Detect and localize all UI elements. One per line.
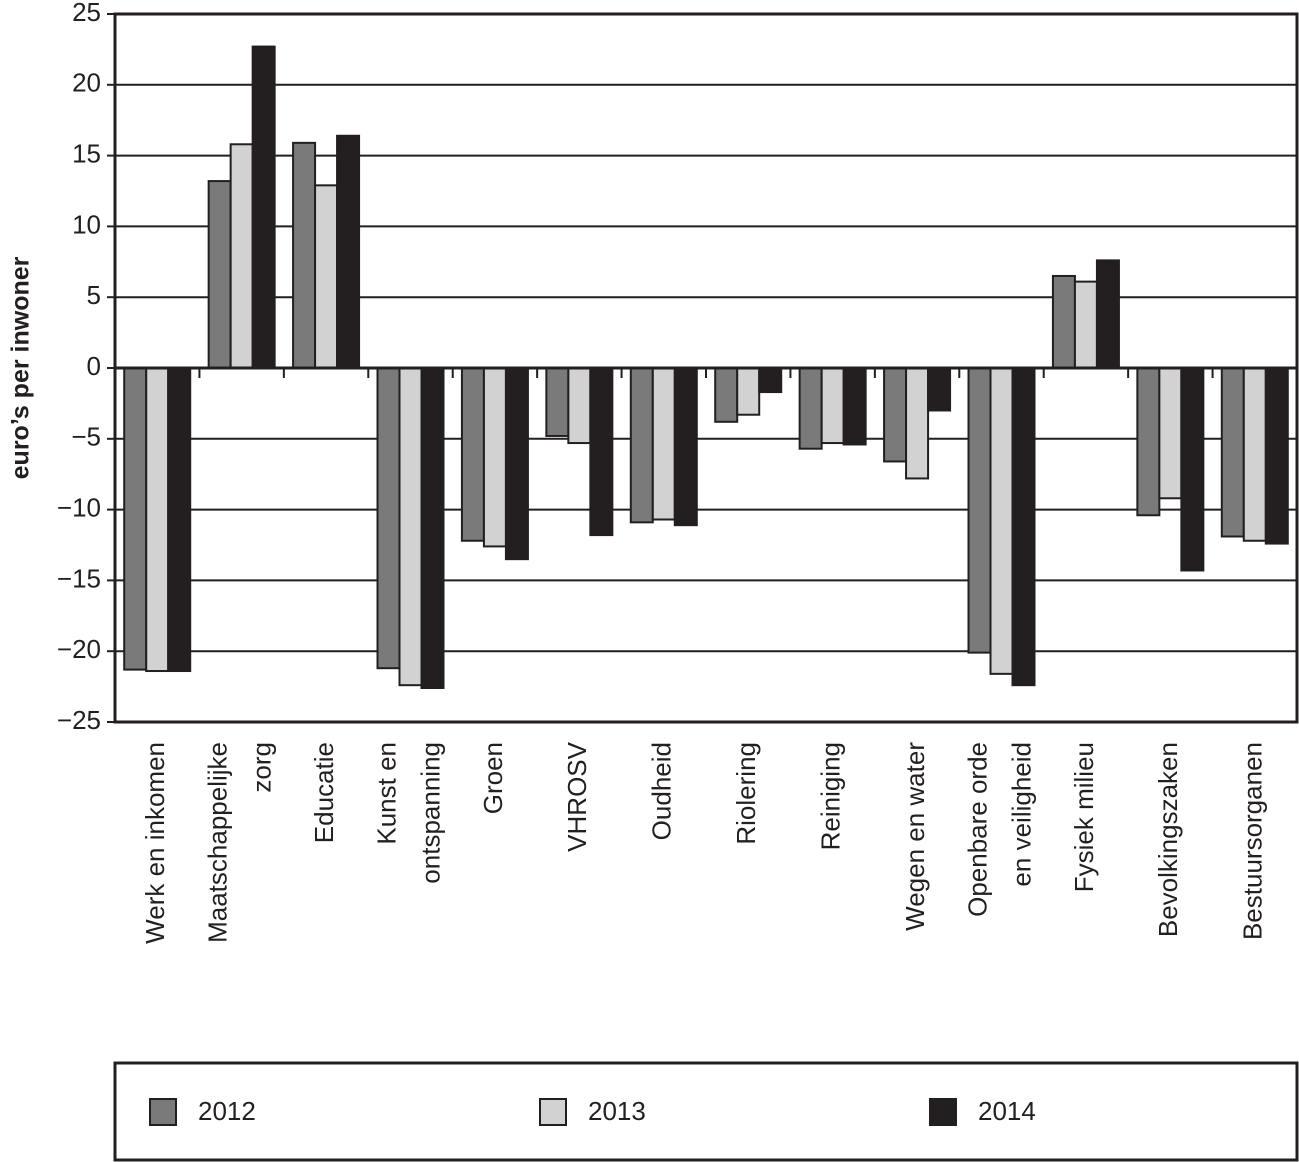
y-tick-label: −20: [57, 634, 101, 664]
bar: [229, 143, 254, 369]
y-tick-label: 15: [72, 138, 101, 168]
y-axis-title: euro’s per inwoner: [7, 256, 35, 479]
bar: [398, 367, 423, 687]
legend-swatch: [539, 1098, 567, 1126]
x-tick-label: Bestuursorganen: [1238, 742, 1268, 940]
x-tick-label: Fysiek milieu: [1069, 742, 1099, 892]
legend-box: [113, 1061, 1299, 1162]
bar: [1242, 367, 1267, 542]
bar: [545, 367, 570, 437]
bar: [589, 367, 614, 537]
bar: [567, 367, 592, 445]
x-tick-label: en veiligheid: [1006, 742, 1036, 887]
bar: [314, 184, 339, 369]
bar: [798, 367, 823, 450]
bar: [504, 367, 529, 561]
x-tick-label: ontspanning: [415, 742, 445, 884]
bar: [820, 367, 845, 445]
x-tick-label: Kunst en: [371, 742, 401, 845]
bar: [292, 141, 317, 369]
x-tick-label: Wegen en water: [900, 742, 930, 931]
y-tick-label: 25: [72, 0, 101, 27]
y-tick-label: −15: [57, 563, 101, 593]
bar: [1264, 367, 1289, 545]
bar: [1051, 274, 1076, 369]
bar: [883, 367, 908, 463]
bar: [145, 367, 170, 673]
bar: [207, 180, 232, 369]
bar: [482, 367, 507, 548]
y-tick-label: −5: [71, 422, 101, 452]
bar: [1136, 367, 1161, 517]
bar: [167, 367, 192, 673]
bar: [714, 367, 739, 423]
bar: [376, 367, 401, 670]
bar: [1095, 259, 1120, 369]
x-tick-label: zorg: [247, 742, 277, 793]
legend-label: 2014: [978, 1096, 1036, 1126]
x-tick-label: Maatschappelijke: [203, 742, 233, 943]
y-tick-label: 10: [72, 209, 101, 239]
bar: [967, 367, 992, 654]
bar: [1220, 367, 1245, 538]
bar: [758, 367, 783, 394]
legend-label: 2013: [588, 1096, 646, 1126]
x-tick-label: Reiniging: [816, 742, 846, 850]
bar: [629, 367, 654, 524]
bar: [651, 367, 676, 521]
bar: [989, 367, 1014, 675]
bar: [736, 367, 761, 416]
bar: [1180, 367, 1205, 572]
bar: [336, 134, 361, 369]
y-tick-label: −10: [57, 492, 101, 522]
y-tick-label: 20: [72, 68, 101, 98]
y-tick-label: 5: [87, 280, 101, 310]
bar: [673, 367, 698, 527]
x-tick-label: Openbare orde: [962, 742, 992, 917]
bar: [1011, 367, 1036, 687]
x-tick-label: Werk en inkomen: [140, 742, 170, 944]
bar: [460, 367, 485, 542]
bar: [1073, 280, 1098, 369]
x-tick-label: Groen: [478, 742, 508, 814]
y-tick-label: −25: [57, 705, 101, 735]
bar: [251, 45, 276, 370]
x-tick-label: Riolering: [731, 742, 761, 845]
legend-label: 2012: [198, 1096, 256, 1126]
x-tick-label: Oudheid: [647, 742, 677, 840]
y-tick-label: 0: [87, 351, 101, 381]
bar: [420, 367, 445, 690]
legend-swatch: [149, 1098, 177, 1126]
x-tick-label: Bevolkingszaken: [1153, 742, 1183, 937]
x-tick-label: VHROSV: [562, 741, 592, 851]
legend-swatch: [929, 1098, 957, 1126]
bar: [905, 367, 930, 480]
bar: [123, 367, 148, 671]
bar: [842, 367, 867, 446]
x-tick-label: Educatie: [309, 742, 339, 843]
bar: [927, 367, 952, 412]
plot-frame: [113, 12, 1299, 724]
bar: [1158, 367, 1183, 500]
